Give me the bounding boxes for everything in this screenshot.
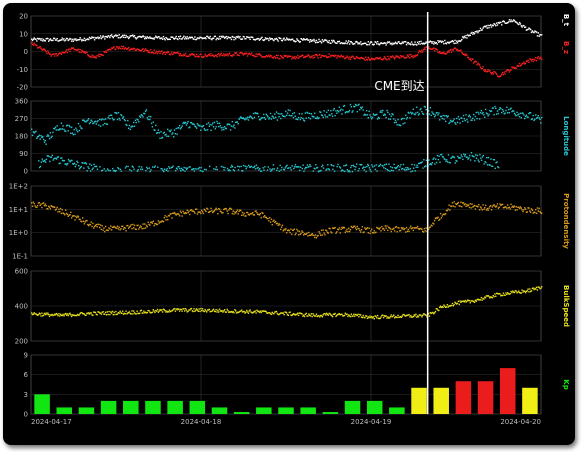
kp-bar xyxy=(100,400,117,414)
kp-bar xyxy=(189,400,206,414)
series-protondensity xyxy=(31,201,543,239)
y-tick-label: 0 xyxy=(24,411,28,419)
y-tick-label: 10 xyxy=(19,30,28,38)
space-weather-chart: 2024-04-17 2024-04-18 2024-04-19 2024-04-20… xyxy=(9,12,570,427)
y-tick-label: 1E+0 xyxy=(9,229,28,237)
kp-bar xyxy=(300,407,316,414)
y-tick-label: 180 xyxy=(15,133,28,141)
y-tick-label: 6 xyxy=(24,371,29,379)
series-bulkspeed xyxy=(31,286,543,320)
series-longitude xyxy=(31,103,543,145)
chart-frame: 2024-04-17 2024-04-18 2024-04-19 2024-04-20… xyxy=(3,3,575,445)
kp-bar xyxy=(499,368,516,414)
bz-label: B_z xyxy=(562,41,570,54)
x-tick-label: 2024-04-18 xyxy=(181,418,222,426)
density-label: Protondensity xyxy=(562,193,570,249)
grid xyxy=(30,15,542,415)
y-tick-label: 0 xyxy=(24,168,28,176)
kp-bar xyxy=(256,407,272,414)
y-tick-label: 1E+1 xyxy=(9,206,28,214)
x-tick-label: 2024-04-20 xyxy=(500,418,541,426)
kp-bar xyxy=(522,387,538,414)
kp-bar xyxy=(145,400,161,414)
speed-label: BulkSpeed xyxy=(562,285,570,327)
kp-bar xyxy=(477,381,494,414)
y-tick-label: 9 xyxy=(24,352,28,360)
y-tick-label: 400 xyxy=(15,303,28,311)
y-tick-label: 200 xyxy=(15,338,28,346)
kp-bar xyxy=(34,394,50,414)
y-tick-label: 1E+2 xyxy=(9,183,28,191)
y-tick-label: 1E-1 xyxy=(12,253,28,261)
kp-bar xyxy=(433,387,449,414)
y-tick-label: 20 xyxy=(19,13,28,21)
kp-bar xyxy=(411,387,427,414)
y-tick-label: 600 xyxy=(15,268,28,276)
series-layer xyxy=(31,19,543,414)
kp-bar xyxy=(389,407,405,414)
x-tick-label: 2024-04-17 xyxy=(31,418,72,426)
kp-bar xyxy=(233,412,250,414)
kp-bar xyxy=(123,400,139,414)
kp-bar xyxy=(366,400,383,414)
y-tick-label: 360 xyxy=(15,98,28,106)
y-tick-label: 0 xyxy=(24,48,28,56)
panel-border xyxy=(30,185,542,257)
bt-label: B_t xyxy=(562,14,570,27)
kp-label: Kp xyxy=(562,379,570,389)
series-b-t xyxy=(31,19,543,46)
kp-bar xyxy=(56,407,73,414)
y-tick-label: -10 xyxy=(17,66,28,74)
kp-bar xyxy=(322,412,339,414)
kp-bar xyxy=(278,407,294,414)
axes-layer: 2024-04-17 2024-04-18 2024-04-19 2024-04-20… xyxy=(9,13,570,427)
x-tick-label: 2024-04-19 xyxy=(351,418,392,426)
kp-bar xyxy=(167,400,183,414)
y-tick-label: 90 xyxy=(19,150,28,158)
cme-arrival-label: CME到达 xyxy=(374,79,424,93)
kp-bar xyxy=(344,400,361,414)
y-tick-label: -20 xyxy=(17,84,28,92)
longitude-label: Longitude xyxy=(562,116,570,156)
series-b-z xyxy=(31,42,543,78)
kp-bar xyxy=(211,407,228,414)
y-tick-label: 270 xyxy=(15,115,28,123)
kp-bar xyxy=(455,381,472,414)
series-longitude-low xyxy=(38,152,500,173)
y-tick-label: 3 xyxy=(24,391,28,399)
kp-bar xyxy=(78,407,95,414)
